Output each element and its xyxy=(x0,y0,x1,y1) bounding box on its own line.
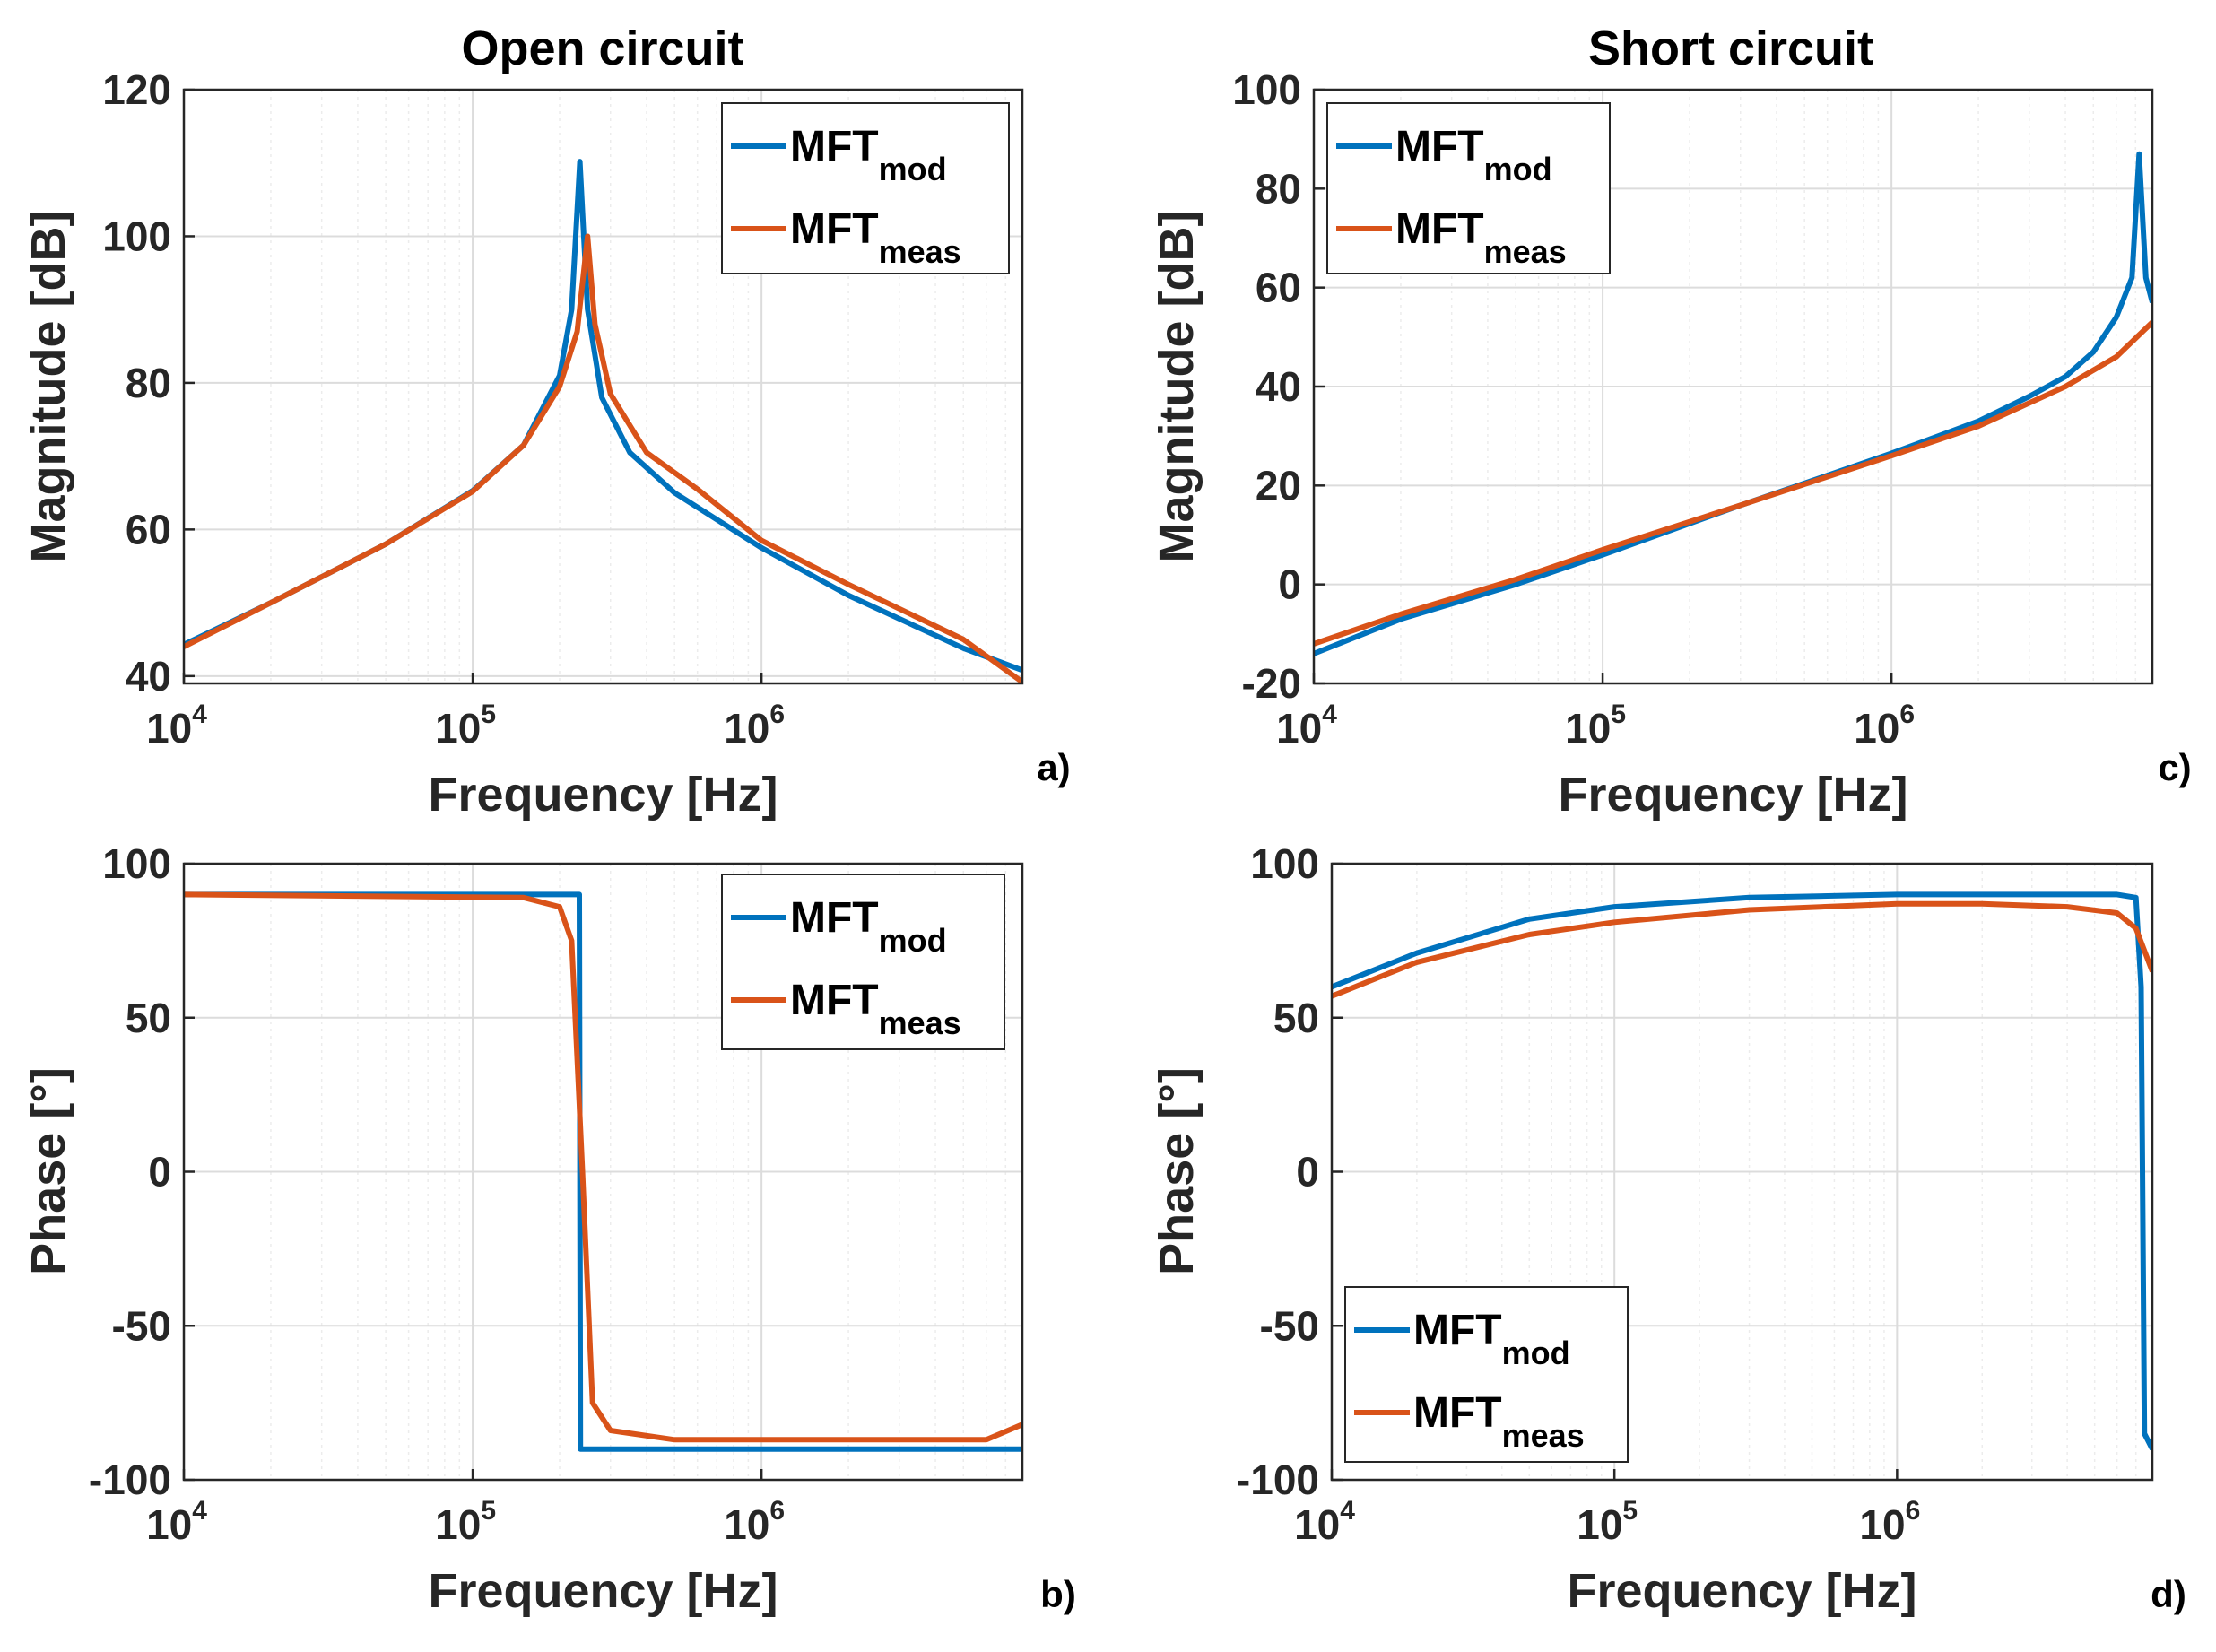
legend-box xyxy=(721,102,1010,274)
y-tick-label: 0 xyxy=(1296,1149,1319,1196)
axes-box xyxy=(182,88,1024,685)
legend: MFTmod MFTmeas xyxy=(721,102,1010,274)
y-tick-label: 60 xyxy=(126,506,171,552)
series-line-meas xyxy=(1332,900,2152,999)
x-tick-label: 104 xyxy=(146,700,207,752)
y-tick-label: 50 xyxy=(126,995,171,1041)
y-tick-label: 100 xyxy=(1232,66,1301,113)
legend-label: MFTmeas xyxy=(1413,1389,1585,1454)
series-line-meas xyxy=(1314,320,2152,647)
y-axis-label: Magnitude [dB] xyxy=(22,211,75,563)
chart-title: Short circuit xyxy=(1588,22,1873,75)
legend-label: MFTmeas xyxy=(1395,205,1567,270)
y-tick-label: 40 xyxy=(1256,363,1301,410)
panel-label: d) xyxy=(2151,1573,2186,1615)
panel-label: a) xyxy=(1037,746,1070,788)
x-tick-label: 106 xyxy=(724,700,785,752)
legend-box xyxy=(1326,102,1611,274)
series-line-mod xyxy=(1332,891,2152,1451)
y-tick-label: 80 xyxy=(1256,165,1301,212)
legend-label: MFTmod xyxy=(790,894,947,959)
y-tick-label: 120 xyxy=(102,66,171,113)
y-tick-label: 40 xyxy=(126,653,171,700)
y-tick-label: 0 xyxy=(1278,561,1301,608)
legend-label: MFTmeas xyxy=(790,205,961,270)
x-axis-label: Frequency [Hz] xyxy=(428,768,778,822)
y-tick-label: 100 xyxy=(102,213,171,259)
series-line-meas xyxy=(184,233,1022,683)
y-tick-label: -50 xyxy=(1260,1302,1319,1349)
series-line-meas xyxy=(184,891,1022,1443)
y-tick-label: -100 xyxy=(89,1456,171,1503)
legend-label: MFTmod xyxy=(1395,123,1552,187)
chart-title: Open circuit xyxy=(461,22,743,75)
x-tick-label: 106 xyxy=(1854,700,1915,752)
x-tick-label: 105 xyxy=(1577,1496,1638,1548)
chart-panel-a: 40 60 80 100 120 104 105 106 Frequency [Hz] Magni… xyxy=(22,22,1071,822)
series-line-mod xyxy=(1314,151,2152,656)
legend-box xyxy=(1344,1286,1629,1463)
chart-panel-c: -20 0 20 40 60 80 100 104 105 106 Frequency [Hz] Ma… xyxy=(1150,22,2192,822)
x-axis-label: Frequency [Hz] xyxy=(428,1564,778,1618)
y-tick-label: -50 xyxy=(112,1302,171,1349)
y-tick-label: 100 xyxy=(1250,840,1319,887)
legend-box xyxy=(721,874,1005,1050)
y-tick-label: 80 xyxy=(126,360,171,406)
x-tick-label: 105 xyxy=(435,700,496,752)
y-tick-label: 50 xyxy=(1273,995,1319,1041)
y-tick-label: 0 xyxy=(148,1149,171,1196)
y-tick-label: 100 xyxy=(102,840,171,887)
y-axis-label: Phase [°] xyxy=(22,1067,75,1275)
y-axis-label: Magnitude [dB] xyxy=(1150,211,1204,563)
x-tick-label: 105 xyxy=(1565,700,1626,752)
legend-label: MFTmeas xyxy=(790,977,961,1041)
x-tick-label: 104 xyxy=(146,1496,207,1548)
y-tick-label: 20 xyxy=(1256,462,1301,509)
x-axis-label: Frequency [Hz] xyxy=(1558,768,1907,822)
chart-panel-b: -100 -50 0 50 100 104 105 106 Frequency [Hz] Phas… xyxy=(22,840,1076,1618)
y-tick-label: 60 xyxy=(1256,265,1301,311)
panel-label: c) xyxy=(2158,746,2191,788)
legend-label: MFTmod xyxy=(1413,1307,1570,1371)
legend: MFTmod MFTmeas xyxy=(1344,1286,1629,1463)
y-axis-label: Phase [°] xyxy=(1150,1067,1204,1275)
legend-label: MFTmod xyxy=(790,123,947,187)
x-tick-label: 106 xyxy=(1859,1496,1920,1548)
y-tick-label: -20 xyxy=(1242,660,1301,707)
legend: MFTmod MFTmeas xyxy=(1326,102,1611,274)
x-tick-label: 105 xyxy=(435,1496,496,1548)
x-tick-label: 104 xyxy=(1276,700,1337,752)
chart-panel-d: -100 -50 0 50 100 104 105 106 Frequency [Hz] Phas… xyxy=(1150,840,2186,1618)
legend: MFTmod MFTmeas xyxy=(721,874,1005,1050)
x-axis-label: Frequency [Hz] xyxy=(1567,1564,1916,1618)
x-tick-label: 106 xyxy=(724,1496,785,1548)
panel-label: b) xyxy=(1040,1573,1076,1615)
y-tick-label: -100 xyxy=(1237,1456,1319,1503)
x-tick-label: 104 xyxy=(1294,1496,1355,1548)
